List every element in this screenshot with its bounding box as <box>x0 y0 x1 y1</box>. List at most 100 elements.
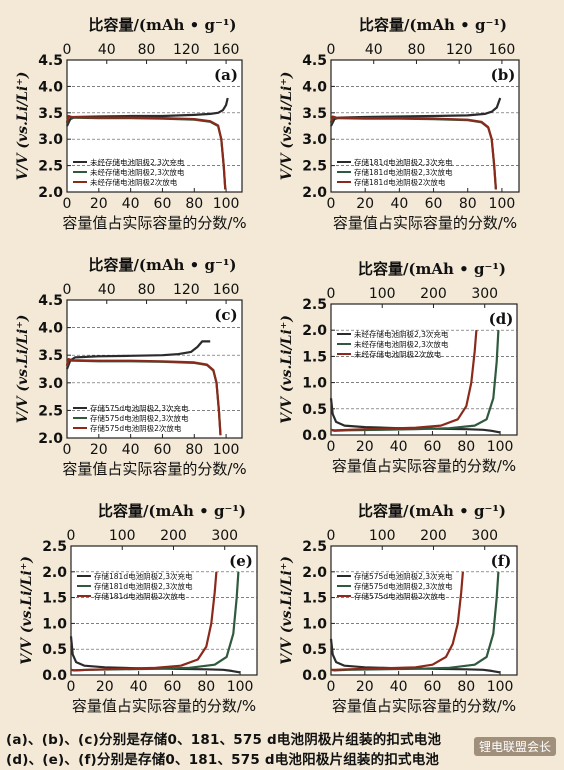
y-tick-label: 4.5 <box>38 53 63 69</box>
legend-label: 存储575d电池阴极2,3次放电 <box>90 413 189 423</box>
legend-label: 存储181d电池阴极2,3次充电 <box>354 157 453 167</box>
y-tick-label: 0.0 <box>302 428 327 444</box>
y-tick-label: 0.5 <box>302 642 327 658</box>
top-tick-label: 200 <box>160 528 187 544</box>
legend-label: 未经存储电池阴极2,3次放电 <box>90 167 185 177</box>
panel-label: (e) <box>229 552 253 570</box>
panel-label: (d) <box>489 310 514 328</box>
legend-label: 存储181d电池阴极2,3次充电 <box>94 571 193 581</box>
legend-label: 存储181d电池阴极2,3次放电 <box>354 167 453 177</box>
y-tick-label: 1.5 <box>302 349 327 365</box>
x-tick-label: 20 <box>356 439 374 455</box>
y-tick-label: 2.5 <box>38 403 63 419</box>
y-tick-label: 1.0 <box>302 376 327 392</box>
top-axis-title: 比容量/(mAh • g⁻¹) <box>88 256 236 274</box>
y-tick-label: 0.0 <box>302 668 327 684</box>
y-tick-label: 3.5 <box>302 106 327 122</box>
series-line-3 <box>331 571 464 671</box>
plot-area <box>330 303 518 436</box>
x-tick-label: 100 <box>489 196 516 212</box>
x-tick-label: 60 <box>424 439 442 455</box>
x-axis-title: 容量值占实际容量的分数/% <box>332 457 516 475</box>
legend-label: 存储575d电池阴极2,3次放电 <box>354 581 453 591</box>
top-tick-label: 120 <box>446 42 473 58</box>
top-tick-label: 160 <box>489 42 516 58</box>
top-tick-label: 200 <box>420 528 447 544</box>
y-axis-title: V/V (vs.Li/Li⁺) <box>19 556 35 665</box>
top-tick-label: 40 <box>98 42 116 58</box>
legend-label: 未经存储电池阴极2,3次充电 <box>354 329 449 339</box>
top-tick-label: 0 <box>327 528 336 544</box>
series-line-3 <box>65 114 227 190</box>
y-tick-label: 2.0 <box>38 431 63 447</box>
panel-label: (c) <box>214 306 237 324</box>
series-line-3 <box>70 571 218 672</box>
y-tick-label: 4.0 <box>38 79 63 95</box>
x-tick-label: 60 <box>425 196 443 212</box>
legend-label: 未经存储电池阴极2,3次放电 <box>354 339 449 349</box>
y-tick-label: 0.0 <box>42 668 67 684</box>
x-tick-label: 80 <box>185 196 203 212</box>
legend-label: 存储181d电池阴极2次放电 <box>354 177 446 187</box>
x-tick-label: 80 <box>457 679 475 695</box>
y-tick-label: 2.0 <box>38 185 63 201</box>
y-tick-label: 2.0 <box>42 565 67 581</box>
panel-label: (a) <box>214 66 238 84</box>
x-tick-label: 80 <box>185 442 203 458</box>
x-tick-label: 60 <box>424 679 442 695</box>
caption-line-1: (a)、(b)、(c)分别是存储0、181、575 d电池阴极片组装的扣式电池 <box>6 732 442 748</box>
top-axis-title: 比容量/(mAh • g⁻¹) <box>359 16 507 34</box>
y-tick-label: 2.5 <box>42 539 67 555</box>
top-tick-label: 100 <box>109 528 136 544</box>
x-tick-label: 80 <box>457 439 475 455</box>
y-tick-label: 3.5 <box>38 106 63 122</box>
x-tick-label: 100 <box>227 679 254 695</box>
x-axis-title: 容量值占实际容量的分数/% <box>72 697 256 715</box>
y-tick-label: 3.5 <box>38 348 63 364</box>
y-tick-label: 2.0 <box>302 185 327 201</box>
y-axis-title: V/V (vs.Li/Li⁺) <box>15 72 31 181</box>
x-tick-label: 0 <box>327 679 336 695</box>
x-tick-label: 40 <box>122 196 140 212</box>
y-tick-label: 4.5 <box>38 293 63 309</box>
y-tick-label: 2.0 <box>302 565 327 581</box>
x-tick-label: 40 <box>122 442 140 458</box>
y-tick-label: 4.0 <box>38 321 63 337</box>
top-tick-label: 120 <box>173 42 200 58</box>
top-tick-label: 40 <box>98 282 116 298</box>
series-line-1 <box>65 340 211 370</box>
x-tick-label: 0 <box>327 439 336 455</box>
top-tick-label: 0 <box>327 286 336 302</box>
x-tick-label: 100 <box>487 439 514 455</box>
top-tick-label: 160 <box>213 282 240 298</box>
top-tick-label: 100 <box>369 286 396 302</box>
plot-area <box>66 59 243 193</box>
x-axis-title: 容量值占实际容量的分数/% <box>332 697 516 715</box>
top-tick-label: 160 <box>213 42 240 58</box>
top-tick-label: 100 <box>369 528 396 544</box>
legend-label: 存储575d电池阴极2,3次充电 <box>90 403 189 413</box>
x-tick-label: 60 <box>164 679 182 695</box>
plot-area <box>70 545 258 676</box>
legend-label: 存储181d电池阴极2次放电 <box>94 591 186 601</box>
y-tick-label: 3.0 <box>38 376 63 392</box>
x-tick-label: 40 <box>390 196 408 212</box>
top-tick-label: 200 <box>420 286 447 302</box>
y-tick-label: 2.5 <box>302 539 327 555</box>
y-tick-label: 2.5 <box>302 159 327 175</box>
top-tick-label: 0 <box>63 282 72 298</box>
x-tick-label: 80 <box>197 679 215 695</box>
y-tick-label: 4.5 <box>302 53 327 69</box>
y-tick-label: 4.0 <box>302 79 327 95</box>
x-tick-label: 20 <box>96 679 114 695</box>
x-tick-label: 100 <box>213 442 240 458</box>
top-tick-label: 80 <box>138 42 156 58</box>
x-axis-title: 容量值占实际容量的分数/% <box>333 214 517 232</box>
caption-line-2: (d)、(e)、(f)分别是存储0、181、575 d电池阳极片组装的扣式电池 <box>6 752 440 768</box>
x-tick-label: 60 <box>154 196 172 212</box>
x-tick-label: 100 <box>213 196 240 212</box>
y-tick-label: 2.5 <box>302 297 327 313</box>
